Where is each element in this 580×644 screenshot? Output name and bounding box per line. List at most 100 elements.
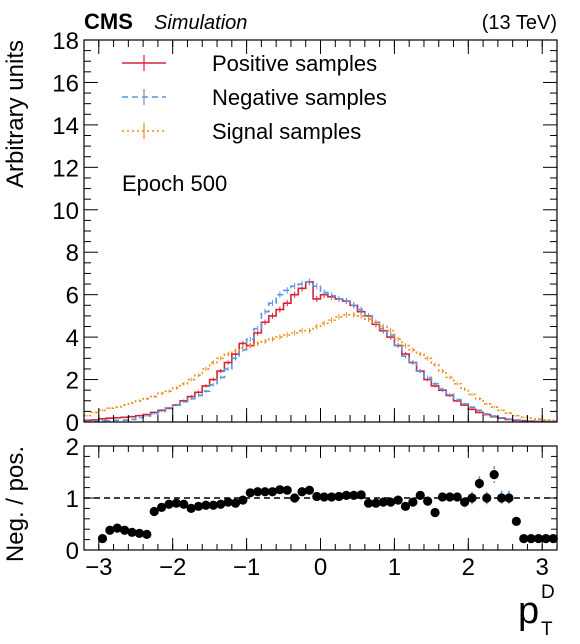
- x-tick-label: 0: [314, 554, 327, 581]
- ratio-point: [415, 490, 425, 500]
- ratio-point: [467, 493, 477, 503]
- legend-label-positive: Positive samples: [212, 51, 377, 76]
- ratio-point: [127, 527, 137, 537]
- epoch-annotation: Epoch 500: [122, 171, 227, 196]
- ratio-point: [452, 492, 462, 502]
- ratio-point: [445, 492, 455, 502]
- ratio-point: [253, 487, 263, 497]
- ratio-point: [400, 501, 411, 511]
- ratio-point: [120, 525, 130, 535]
- ratio-point: [393, 495, 403, 505]
- ratio-point: [326, 492, 337, 502]
- ratio-point: [193, 501, 204, 511]
- cms-header: CMS Simulation (13 TeV): [84, 9, 557, 34]
- ratio-point: [489, 470, 499, 480]
- ratio-point: [526, 533, 536, 544]
- main-y-tick-label: 10: [52, 198, 79, 225]
- ratio-point: [511, 516, 521, 527]
- ratio-point: [496, 493, 507, 503]
- ratio-point: [179, 499, 189, 509]
- main-y-ticks: 0 2 4 6 8 10 12 14 16 18: [52, 28, 557, 437]
- x-axis-label-main: p: [518, 590, 539, 632]
- ratio-point: [186, 503, 196, 513]
- ratio-point: [312, 491, 322, 502]
- ratio-y-ticks: 0 1 2: [66, 434, 557, 565]
- ratio-point: [297, 487, 307, 497]
- ratio-point: [541, 533, 551, 544]
- legend-entry-positive: Positive samples: [122, 51, 377, 76]
- ratio-point: [334, 491, 344, 502]
- ratio-point: [105, 525, 115, 535]
- ratio-point: [349, 490, 359, 500]
- ratio-point: [164, 499, 174, 509]
- main-y-tick-label: 12: [52, 155, 79, 182]
- series-negative-samples: [84, 278, 557, 423]
- ratio-y-axis-label: Neg. / pos.: [2, 446, 29, 562]
- legend: Positive samples Negative samples Signal…: [122, 51, 387, 144]
- legend-entry-signal: Signal samples: [122, 119, 361, 144]
- ratio-point: [363, 498, 374, 508]
- ratio-point: [408, 497, 418, 507]
- histogram-step-line: [84, 314, 557, 422]
- ratio-point: [482, 493, 492, 503]
- ratio-point: [533, 533, 544, 544]
- ratio-y-tick-label: 2: [66, 434, 79, 461]
- ratio-point: [230, 498, 241, 508]
- ratio-point: [275, 485, 285, 495]
- ratio-point: [245, 488, 255, 498]
- ratio-point: [430, 507, 440, 518]
- ratio-point: [423, 496, 433, 506]
- histogram-step-line: [84, 281, 557, 423]
- main-y-tick-label: 2: [66, 368, 79, 395]
- energy-label: (13 TeV): [482, 12, 557, 34]
- simulation-label: Simulation: [154, 12, 247, 34]
- ratio-point: [171, 498, 181, 508]
- ratio-point: [519, 533, 529, 544]
- ratio-point: [437, 492, 448, 502]
- ratio-point: [378, 497, 388, 507]
- ratio-points: [97, 466, 558, 544]
- ratio-point: [208, 500, 218, 510]
- ratio-y-tick-label: 0: [66, 538, 79, 565]
- ratio-point: [319, 492, 329, 502]
- histogram-step-line: [84, 281, 557, 423]
- x-tick-label: 1: [388, 554, 401, 581]
- main-panel: 0 2 4 6 8 10 12 14 16 18 Arbitrary units Positive…: [2, 28, 558, 437]
- ratio-point: [142, 529, 152, 540]
- x-tick-label: −1: [233, 554, 260, 581]
- ratio-point: [223, 497, 233, 507]
- x-tick-label: 2: [462, 554, 475, 581]
- main-y-axis-label: Arbitrary units: [2, 40, 29, 188]
- main-y-tick-label: 16: [52, 70, 79, 97]
- main-y-tick-label: 8: [66, 240, 79, 267]
- ratio-panel: 012 Neg. / pos. −3 −2 −1 0 1 2 3 p D T: [2, 40, 558, 640]
- ratio-point: [356, 490, 366, 500]
- x-axis-label: p D T: [518, 582, 555, 640]
- ratio-point: [304, 485, 315, 495]
- x-tick-label: −3: [85, 554, 112, 581]
- ratio-point: [371, 498, 381, 508]
- ratio-point: [267, 487, 278, 497]
- ratio-point: [548, 533, 558, 544]
- x-axis-label-sub: T: [541, 619, 553, 640]
- ratio-point: [134, 528, 145, 538]
- ratio-point: [474, 478, 484, 489]
- cms-label: CMS: [84, 9, 133, 34]
- ratio-point: [216, 499, 226, 509]
- ratio-y-tick-label: 1: [66, 486, 79, 513]
- x-axis-ticks: −3 −2 −1 0 1 2 3: [83, 40, 558, 581]
- legend-label-signal: Signal samples: [212, 119, 361, 144]
- x-tick-label: 3: [536, 554, 549, 581]
- ratio-point: [504, 493, 514, 503]
- ratio-point: [386, 497, 396, 507]
- ratio-point: [97, 533, 108, 544]
- x-axis-label-sup: D: [541, 582, 555, 603]
- series-positive-samples: [84, 278, 557, 423]
- ratio-point: [341, 490, 351, 500]
- main-y-tick-label: 14: [52, 113, 79, 140]
- main-series: [84, 278, 557, 423]
- series-signal-samples: [84, 311, 557, 422]
- ratio-point: [460, 497, 470, 507]
- ratio-point: [260, 487, 270, 497]
